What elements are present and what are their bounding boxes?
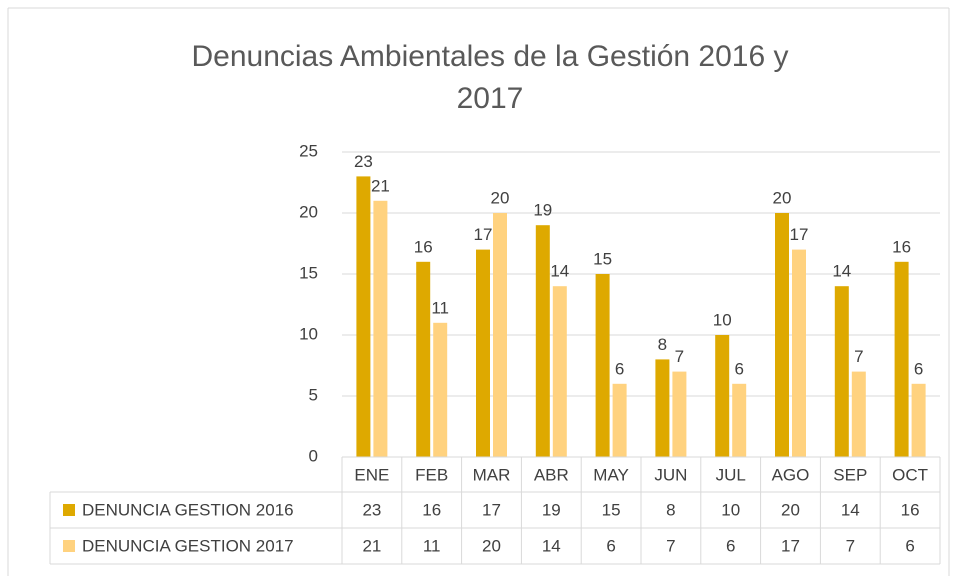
- bar: [373, 200, 388, 458]
- x-tick-label: JUL: [716, 465, 746, 484]
- bar: [356, 176, 371, 457]
- y-tick-label: 0: [309, 446, 318, 465]
- table-cell: 6: [606, 536, 615, 555]
- data-label: 8: [658, 335, 667, 354]
- bar: [476, 249, 490, 457]
- table-cell: 8: [666, 500, 675, 519]
- x-tick-label: MAR: [473, 465, 511, 484]
- data-label: 10: [713, 310, 732, 329]
- table-cell: 7: [666, 536, 675, 555]
- data-label: 16: [892, 237, 911, 256]
- data-label: 14: [832, 262, 851, 281]
- data-label: 6: [914, 359, 923, 378]
- bar: [894, 261, 909, 457]
- table-cell: 14: [841, 500, 860, 519]
- data-label: 6: [615, 359, 624, 378]
- x-tick-label: JUN: [654, 465, 687, 484]
- table-cell: 17: [482, 500, 501, 519]
- data-label: 7: [675, 347, 684, 366]
- x-tick-label: ABR: [534, 465, 569, 484]
- bar: [672, 371, 687, 457]
- data-label: 17: [474, 225, 493, 244]
- data-label: 19: [533, 201, 552, 220]
- bar: [792, 249, 806, 457]
- table-cell: 16: [422, 500, 441, 519]
- bar: [851, 371, 866, 457]
- y-tick-label: 25: [299, 141, 318, 160]
- table-cell: 23: [362, 500, 381, 519]
- bar: [612, 383, 627, 457]
- x-tick-label: ENE: [354, 465, 389, 484]
- bar: [595, 274, 610, 457]
- x-tick-label: AGO: [772, 465, 810, 484]
- x-tick-label: SEP: [833, 465, 867, 484]
- chart-title: Denuncias Ambientales de la Gestión 2016…: [191, 40, 789, 115]
- data-label: 16: [414, 237, 433, 256]
- table-cell: 15: [602, 500, 621, 519]
- data-label: 21: [371, 176, 390, 195]
- data-label: 20: [773, 188, 792, 207]
- bar: [911, 383, 926, 457]
- table-cell: 14: [542, 536, 561, 555]
- legend-swatch: [63, 504, 75, 516]
- y-tick-label: 15: [299, 263, 318, 282]
- data-label: 7: [854, 347, 863, 366]
- y-tick-label: 10: [299, 324, 318, 343]
- bar: [834, 286, 849, 457]
- data-label: 11: [431, 298, 449, 317]
- legend-swatch: [63, 540, 75, 552]
- legend-label: DENUNCIA GESTION 2017: [82, 536, 294, 555]
- data-label: 6: [734, 359, 743, 378]
- bar: [655, 359, 670, 457]
- table-cell: 10: [721, 500, 740, 519]
- y-tick-label: 5: [309, 385, 318, 404]
- data-label: 17: [790, 225, 809, 244]
- x-tick-label: MAY: [593, 465, 629, 484]
- x-tick-label: FEB: [415, 465, 448, 484]
- x-tick-label: OCT: [892, 465, 928, 484]
- bar: [552, 286, 567, 457]
- bar: [416, 261, 431, 457]
- table-cell: 7: [846, 536, 855, 555]
- data-label: 20: [491, 188, 510, 207]
- bar: [493, 213, 507, 457]
- data-label: 23: [354, 152, 373, 171]
- bar: [732, 383, 747, 457]
- bar: [535, 225, 550, 457]
- data-label: 14: [550, 262, 569, 281]
- table-cell: 19: [542, 500, 561, 519]
- table-cell: 6: [726, 536, 735, 555]
- table-cell: 17: [781, 536, 800, 555]
- bar: [433, 322, 448, 457]
- bar: [715, 335, 730, 457]
- table-cell: 16: [901, 500, 920, 519]
- table-cell: 20: [781, 500, 800, 519]
- bar: [775, 213, 789, 457]
- data-label: 15: [593, 249, 612, 268]
- y-tick-label: 20: [299, 202, 318, 221]
- table-cell: 11: [423, 536, 441, 555]
- table-cell: 21: [362, 536, 381, 555]
- table-cell: 6: [905, 536, 914, 555]
- table-cell: 20: [482, 536, 501, 555]
- legend-label: DENUNCIA GESTION 2016: [82, 500, 294, 519]
